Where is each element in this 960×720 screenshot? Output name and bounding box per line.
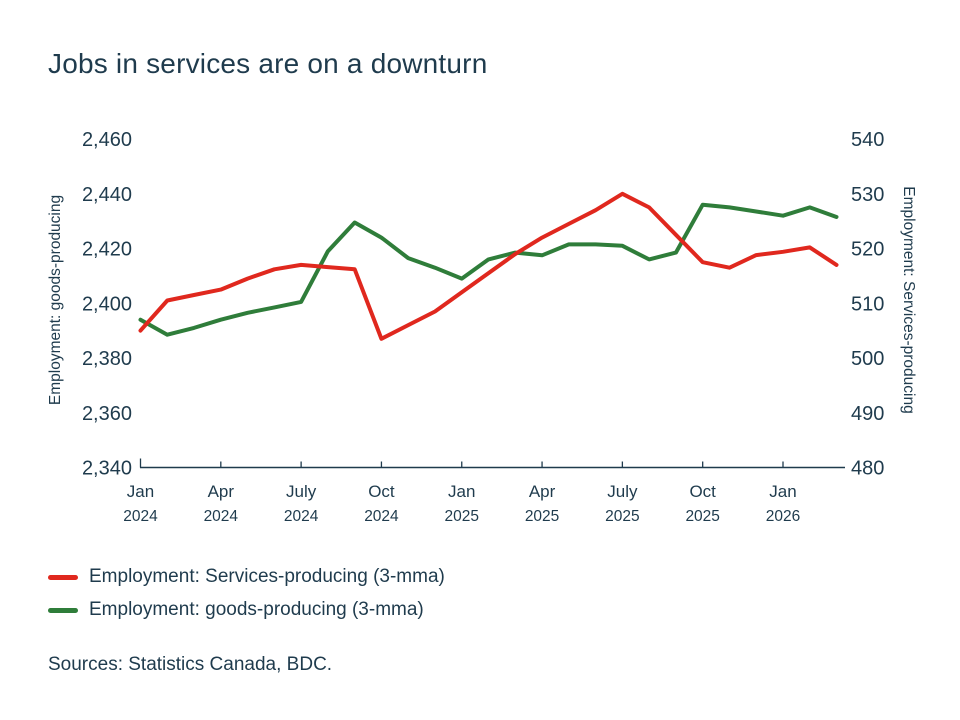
x-tick-label-month: Apr — [529, 482, 556, 501]
y-right-tick-label: 480 — [851, 458, 884, 480]
legend-item-goods: Employment: goods-producing (3-mma) — [48, 599, 445, 621]
services-line-swatch — [48, 574, 78, 580]
source-note: Sources: Statistics Canada, BDC. — [48, 654, 333, 675]
goods-producing-line — [138, 202, 839, 337]
legend-label-goods: Employment: goods-producing (3-mma) — [89, 599, 424, 620]
legend-label-services: Employment: Services-producing (3-mma) — [89, 566, 445, 587]
services-producing-line — [138, 191, 839, 341]
x-tick-label-year: 2025 — [685, 508, 719, 525]
employment-line-chart: Jan 2024 Apr 2024 July 2024 Oct 2024 Jan 2025 Apr 2… — [47, 129, 917, 525]
y-right-tick-label: 490 — [851, 403, 884, 425]
y-left-tick-label: 2,360 — [82, 403, 132, 425]
x-tick-label-month: Apr — [208, 482, 235, 501]
y-right-tick-label: 520 — [851, 239, 884, 261]
y-right-tick-label: 500 — [851, 348, 884, 370]
chart-title: Jobs in services are on a downturn — [48, 48, 488, 79]
x-tick-label-month: Oct — [689, 482, 716, 501]
y-right-axis-title: Employment: Services-producing — [900, 186, 917, 413]
y-left-tick-label: 2,460 — [82, 129, 132, 151]
x-tick-label-month: Jan — [448, 482, 475, 501]
x-tick-label-year: 2024 — [123, 508, 158, 525]
x-tick-label-month: Jan — [127, 482, 154, 501]
y-left-tick-label: 2,380 — [82, 348, 132, 370]
y-left-tick-label: 2,340 — [82, 458, 132, 480]
y-left-axis-title: Employment: goods-producing — [47, 195, 64, 405]
x-tick-label-month: Oct — [368, 482, 395, 501]
y-right-tick-label: 510 — [851, 293, 884, 315]
legend-item-services: Employment: Services-producing (3-mma) — [48, 566, 445, 588]
x-tick-label-year: 2024 — [364, 508, 399, 525]
x-tick-label-year: 2025 — [605, 508, 639, 525]
goods-line-swatch — [48, 607, 78, 613]
x-tick-label-year: 2024 — [284, 508, 319, 525]
y-right-tick-label: 530 — [851, 184, 884, 206]
x-tick-label-year: 2026 — [766, 508, 800, 525]
x-tick-label-month: July — [607, 482, 638, 501]
x-tick-label-year: 2024 — [204, 508, 239, 525]
x-tick-label-year: 2025 — [525, 508, 559, 525]
x-tick-label-month: July — [286, 482, 317, 501]
x-tick-label-month: Jan — [769, 482, 796, 501]
y-right-tick-label: 540 — [851, 129, 884, 151]
x-tick-label-year: 2025 — [445, 508, 479, 525]
chart-legend: Employment: Services-producing (3-mma) E… — [48, 566, 445, 632]
y-left-tick-label: 2,440 — [82, 184, 132, 206]
y-left-tick-label: 2,400 — [82, 293, 132, 315]
y-left-tick-label: 2,420 — [82, 239, 132, 261]
